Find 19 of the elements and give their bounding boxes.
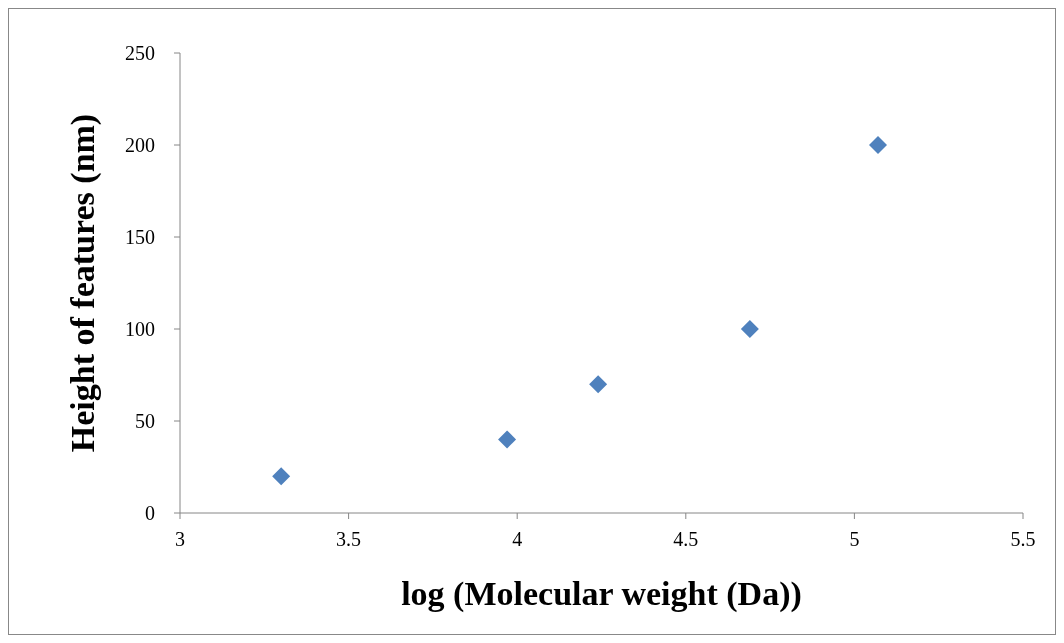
point xyxy=(740,320,759,338)
y-axis-title: Height of features (nm) xyxy=(64,113,102,453)
x-axis-title: log (Molecular weight (Da)) xyxy=(401,575,802,613)
x-tick-label: 4.5 xyxy=(673,528,699,550)
point xyxy=(498,430,517,449)
y-tick-label: 0 xyxy=(145,502,155,524)
y-tick-label: 150 xyxy=(125,226,155,248)
y-tick-label: 50 xyxy=(135,410,155,432)
point xyxy=(272,467,291,486)
x-tick-label: 3.5 xyxy=(336,528,362,550)
point xyxy=(869,136,887,154)
point xyxy=(589,375,608,394)
y-tick-label: 250 xyxy=(125,42,155,64)
x-tick-label: 4 xyxy=(512,528,523,550)
x-tick-label: 5 xyxy=(849,528,860,550)
x-tick-label: 3 xyxy=(175,528,185,550)
y-tick-label: 200 xyxy=(125,134,155,156)
x-tick-label: 5.5 xyxy=(1010,528,1036,550)
y-tick-label: 100 xyxy=(125,318,155,340)
